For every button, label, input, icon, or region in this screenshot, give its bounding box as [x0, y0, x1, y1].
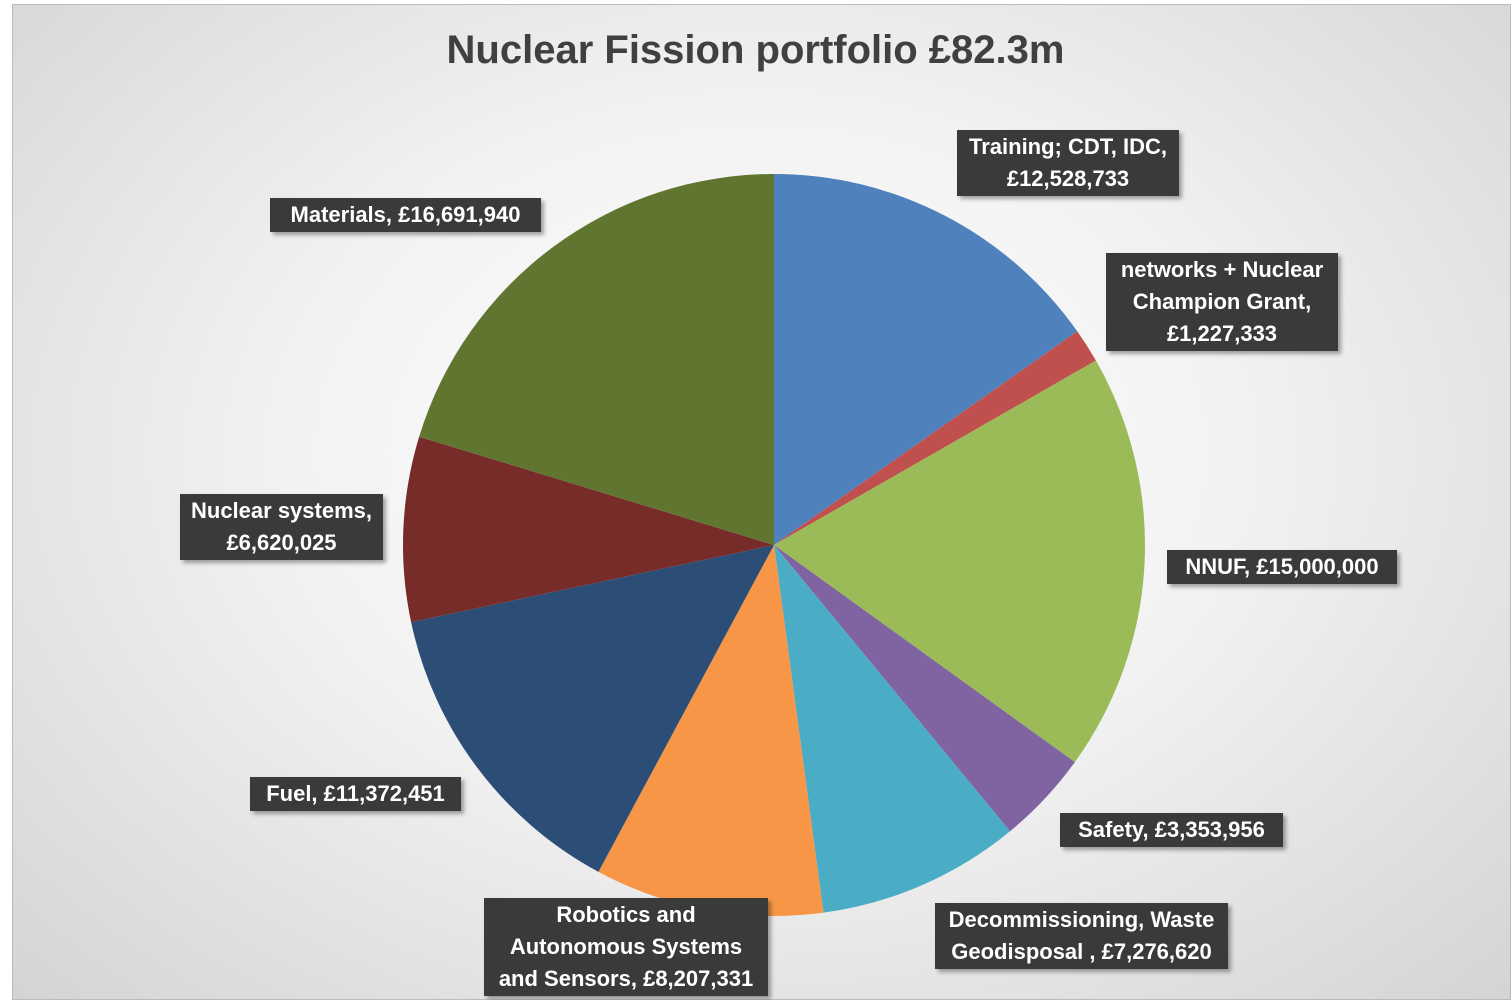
pie-slice — [419, 174, 774, 545]
data-label: Robotics and Autonomous Systems and Sens… — [484, 898, 768, 996]
chart-title: Nuclear Fission portfolio £82.3m — [446, 28, 1065, 72]
data-label: Training; CDT, IDC, £12,528,733 — [957, 130, 1179, 196]
data-label: Fuel, £11,372,451 — [250, 777, 461, 811]
data-label: Nuclear systems, £6,620,025 — [180, 494, 383, 560]
data-label: Materials, £16,691,940 — [270, 198, 541, 232]
pie-slice — [598, 545, 824, 916]
pie-slice — [402, 436, 774, 623]
data-label: NNUF, £15,000,000 — [1167, 550, 1397, 584]
pie-slice — [774, 545, 1075, 832]
pie-slice — [774, 174, 1078, 545]
data-label: networks + Nuclear Champion Grant, £1,22… — [1106, 253, 1338, 351]
pie-slice — [774, 360, 1145, 763]
pie-slice — [411, 545, 774, 872]
data-label: Decommissioning, Waste Geodisposal , £7,… — [935, 903, 1228, 969]
pie-slice — [774, 331, 1096, 545]
data-label: Safety, £3,353,956 — [1060, 813, 1283, 847]
pie-slice — [774, 545, 1011, 913]
